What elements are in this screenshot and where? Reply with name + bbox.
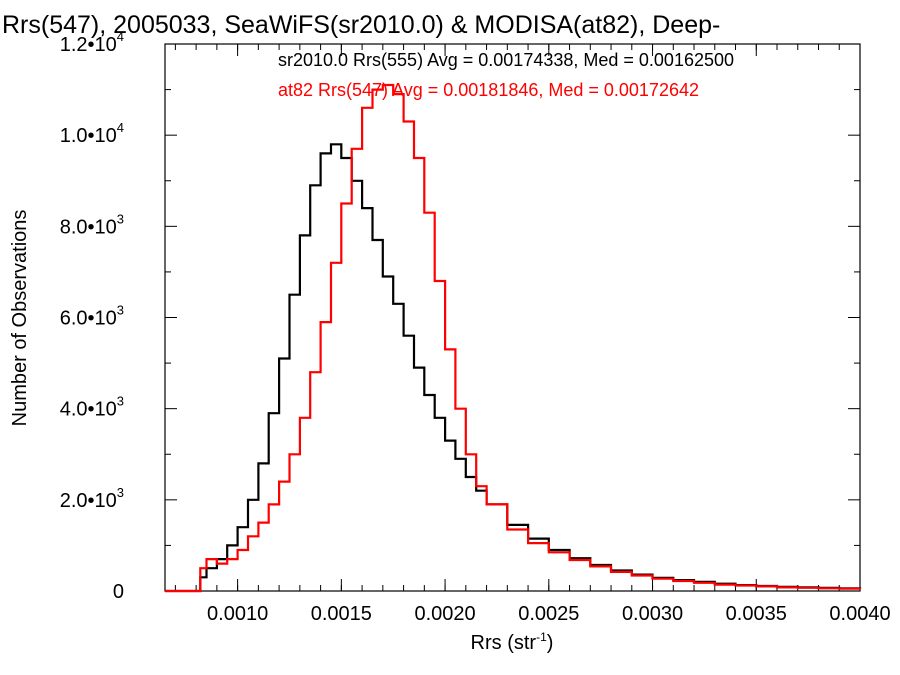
x-tick-label: 0.0015 bbox=[311, 603, 372, 625]
legend-entry-sr2010: sr2010.0 Rrs(555) Avg = 0.00174338, Med … bbox=[278, 50, 734, 70]
y-tick-label: 0 bbox=[113, 581, 124, 603]
y-axis: 0 2.0•103 4.0•103 6.0•103 8.0•103 1.0•104 1.2•… bbox=[60, 29, 860, 603]
x-tick-label: 0.0035 bbox=[726, 603, 787, 625]
y-tick-label: 4.0•103 bbox=[60, 394, 124, 421]
x-axis-label: Rrs (str-1) bbox=[471, 630, 554, 654]
y-tick-label: 6.0•103 bbox=[60, 303, 124, 330]
series-layer bbox=[165, 83, 862, 593]
x-tick-label: 0.0030 bbox=[622, 603, 683, 625]
y-tick-label: 1.0•104 bbox=[60, 120, 124, 147]
series-line-0 bbox=[165, 143, 862, 593]
series-line-1 bbox=[165, 83, 862, 593]
x-tick-label: 0.0025 bbox=[518, 603, 579, 625]
x-axis: 0.0010 0.0015 0.0020 0.0025 0.0030 0.0035 0.00… bbox=[174, 44, 891, 625]
chart-title: Rrs(547), 2005033, SeaWiFS(sr2010.0) & M… bbox=[2, 11, 720, 39]
y-axis-label: Number of Observations bbox=[9, 210, 31, 427]
y-tick-label: 1.2•104 bbox=[60, 29, 124, 56]
y-tick-label: 8.0•103 bbox=[60, 211, 124, 238]
y-tick-label: 2.0•103 bbox=[60, 485, 124, 512]
legend: sr2010.0 Rrs(555) Avg = 0.00174338, Med … bbox=[278, 50, 734, 100]
x-tick-label: 0.0010 bbox=[207, 603, 268, 625]
x-tick-label: 0.0040 bbox=[829, 603, 890, 625]
legend-entry-at82: at82 Rrs(547) Avg = 0.00181846, Med = 0.… bbox=[278, 80, 699, 100]
x-tick-label: 0.0020 bbox=[414, 603, 475, 625]
